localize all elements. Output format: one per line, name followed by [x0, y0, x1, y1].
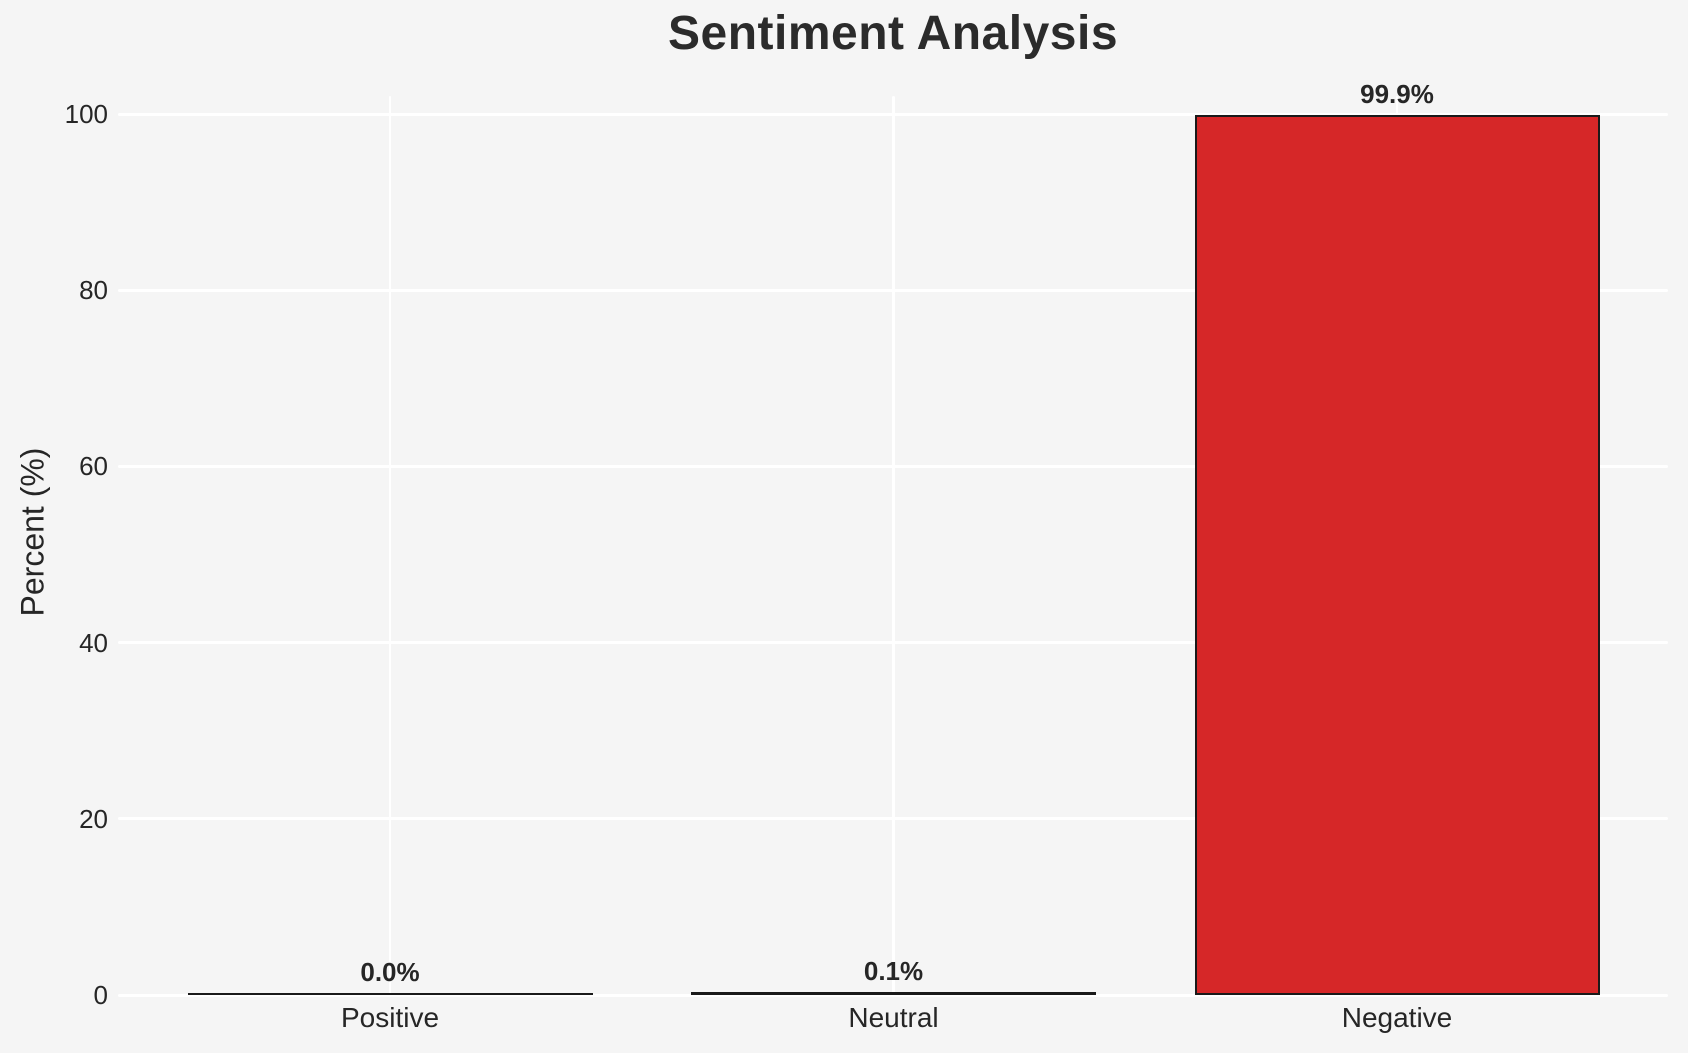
y-tick-label: 40 [79, 627, 108, 658]
y-tick-label: 60 [79, 451, 108, 482]
y-tick-label: 0 [93, 980, 108, 1010]
vertical-gridline [892, 96, 895, 995]
y-tick-label: 20 [79, 803, 108, 834]
x-tick-label-negative: Negative [1341, 1002, 1453, 1033]
vertical-gridline [388, 96, 392, 995]
bar-negative [1194, 114, 1600, 995]
bar-value-label: 0.0% [360, 956, 420, 987]
horizontal-gridline [118, 817, 1668, 821]
horizontal-gridline [118, 112, 1668, 116]
chart-title: Sentiment Analysis [667, 7, 1119, 60]
bar-neutral [691, 991, 1096, 995]
x-tick-label-positive: Positive [340, 1002, 440, 1033]
bar-value-label: 99.9% [1360, 78, 1434, 109]
bar-value-label: 0.1% [863, 955, 924, 986]
horizontal-gridline [118, 641, 1668, 645]
horizontal-gridline [118, 288, 1668, 292]
y-tick-label: 80 [79, 275, 108, 306]
horizontal-gridline [118, 464, 1668, 468]
y-tick-label: 100 [64, 99, 108, 129]
bar-positive [187, 992, 593, 995]
x-tick-label-neutral: Neutral [848, 1002, 939, 1033]
horizontal-gridline [118, 993, 1668, 997]
